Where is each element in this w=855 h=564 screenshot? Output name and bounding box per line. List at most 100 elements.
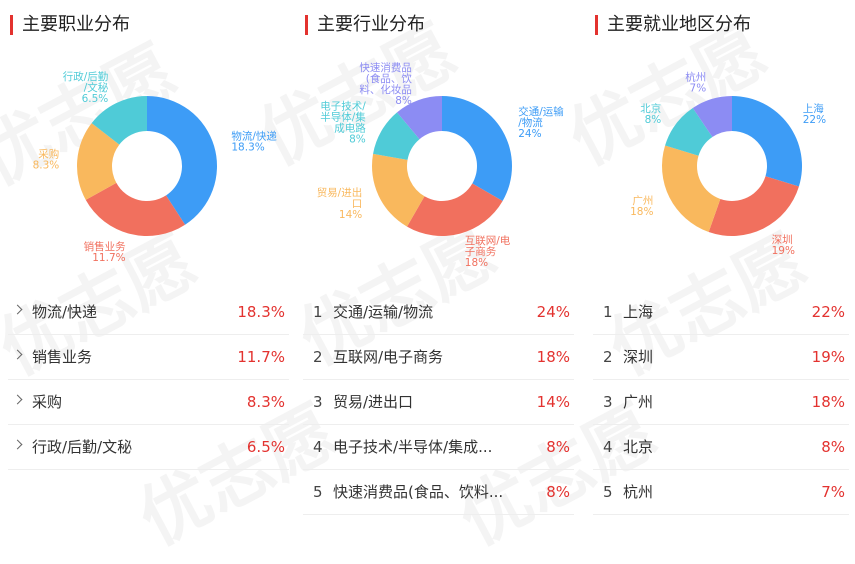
list-item: 2 深圳 19% (593, 335, 849, 380)
item-percent: 6.5% (246, 438, 285, 456)
donut-slice[interactable] (407, 183, 503, 237)
list-item: 4 北京 8% (593, 425, 849, 470)
item-index: 4 (313, 438, 323, 456)
chevron-right-icon (12, 304, 23, 315)
item-index: 4 (603, 438, 613, 456)
job-distribution-panel: 主要职业分布 物流/快递 18.3% 销售业务 11.7% 采购 8.3% 行政/后勤/文秘… (0, 0, 295, 515)
donut-slice[interactable] (77, 123, 120, 200)
item-name: 深圳 (623, 348, 654, 366)
donut-slice-label: 电子技术/半导体/集成电路 8% (320, 100, 366, 146)
donut-slice[interactable] (692, 96, 732, 138)
item-index: 1 (603, 303, 613, 321)
list-item: 5 快速消费品(食品、饮料... 8% (303, 470, 574, 515)
item-percent: 18.3% (237, 303, 285, 321)
item-name: 采购 (32, 393, 63, 411)
industry-donut-chart: 交通/运输/物流 24% 互联网/电子商务 18% 贸易/进出口 14% 电子技术/半导体/… (295, 45, 580, 275)
list-item: 5 杭州 7% (593, 470, 849, 515)
item-name: 广州 (623, 393, 654, 411)
item-index: 2 (313, 348, 323, 366)
item-percent: 11.7% (237, 348, 285, 366)
item-percent: 8% (546, 438, 570, 456)
donut-slice-label: 深圳 19% (772, 234, 795, 257)
item-percent: 22% (811, 303, 845, 321)
item-index: 3 (603, 393, 613, 411)
donut-slice-label: 北京 8% (640, 102, 661, 126)
industry-distribution-panel: 主要行业分布 交通/运输/物流 24% 互联网/电子商务 18% 贸易/进出口 14% 电子… (295, 0, 580, 515)
item-name: 快速消费品(食品、饮料... (333, 483, 504, 501)
item-name: 互联网/电子商务 (333, 348, 444, 366)
item-percent: 14% (536, 393, 570, 411)
title-accent-bar (595, 15, 598, 35)
donut-slice[interactable] (372, 153, 425, 227)
list-item[interactable]: 销售业务 11.7% (8, 335, 289, 380)
item-percent: 8% (546, 483, 570, 501)
item-name: 贸易/进出口 (333, 393, 414, 411)
item-name: 上海 (623, 303, 654, 321)
item-index: 5 (313, 483, 323, 501)
list-item: 3 广州 18% (593, 380, 849, 425)
item-index: 3 (313, 393, 323, 411)
donut-slice[interactable] (442, 96, 512, 201)
donut-slice-label: 贸易/进出口 14% (317, 186, 363, 221)
chevron-right-icon (12, 394, 23, 405)
donut-slice-label: 互联网/电子商务 18% (465, 234, 511, 269)
panel-title: 主要就业地区分布 (595, 14, 751, 36)
donut-slice[interactable] (708, 176, 799, 236)
panel-title-text: 主要行业分布 (317, 14, 425, 35)
donut-slice[interactable] (147, 96, 217, 225)
item-percent: 18% (536, 348, 570, 366)
item-name: 北京 (623, 438, 654, 456)
list-item: 3 贸易/进出口 14% (303, 380, 574, 425)
item-name: 交通/运输/物流 (333, 303, 434, 321)
chevron-right-icon (12, 349, 23, 360)
job-list: 物流/快递 18.3% 销售业务 11.7% 采购 8.3% 行政/后勤/文秘 … (8, 290, 289, 470)
item-name: 物流/快递 (32, 303, 98, 321)
list-item[interactable]: 物流/快递 18.3% (8, 290, 289, 335)
donut-slice-label: 上海 22% (803, 102, 826, 126)
item-index: 5 (603, 483, 613, 501)
region-distribution-panel: 主要就业地区分布 上海 22% 深圳 19% 广州 18% 北京 8% 杭州 7% 1 上海 22… (585, 0, 855, 515)
item-percent: 7% (821, 483, 845, 501)
item-percent: 19% (811, 348, 845, 366)
item-percent: 8.3% (246, 393, 285, 411)
item-percent: 24% (536, 303, 570, 321)
item-index: 2 (603, 348, 613, 366)
donut-slice-label: 采购 8.3% (33, 148, 60, 172)
donut-slice-label: 广州 18% (630, 195, 653, 218)
donut-slice[interactable] (373, 112, 420, 160)
title-accent-bar (305, 15, 308, 35)
industry-list: 1 交通/运输/物流 24% 2 互联网/电子商务 18% 3 贸易/进出口 1… (303, 290, 574, 515)
list-item: 2 互联网/电子商务 18% (303, 335, 574, 380)
job-donut-svg: 物流/快递 18.3% 销售业务 11.7% 采购 8.3% 行政/后勤/文秘 6.5% (33, 70, 278, 264)
donut-slice[interactable] (732, 96, 802, 187)
list-item: 1 交通/运输/物流 24% (303, 290, 574, 335)
donut-slice-label: 杭州 7% (685, 70, 706, 94)
donut-slice-label: 物流/快递 18.3% (231, 130, 277, 154)
region-list: 1 上海 22% 2 深圳 19% 3 广州 18% 4 北京 8% 5 杭州 … (593, 290, 849, 515)
list-item[interactable]: 行政/后勤/文秘 6.5% (8, 425, 289, 470)
item-name: 电子技术/半导体/集成... (333, 438, 493, 456)
panel-title-text: 主要职业分布 (22, 14, 130, 35)
region-donut-svg: 上海 22% 深圳 19% 广州 18% 北京 8% 杭州 7% (630, 70, 826, 257)
item-percent: 18% (811, 393, 845, 411)
donut-slice-label: 行政/后勤/文秘 6.5% (63, 70, 109, 105)
item-index: 1 (313, 303, 323, 321)
item-name: 行政/后勤/文秘 (32, 438, 133, 456)
item-percent: 8% (821, 438, 845, 456)
donut-slice-label: 销售业务 11.7% (84, 240, 126, 264)
donut-slice[interactable] (662, 145, 721, 233)
panel-title: 主要职业分布 (10, 14, 130, 36)
item-name: 杭州 (623, 483, 654, 501)
donut-slice[interactable] (665, 108, 713, 156)
donut-slice[interactable] (397, 96, 442, 140)
list-item: 1 上海 22% (593, 290, 849, 335)
industry-donut-svg: 交通/运输/物流 24% 互联网/电子商务 18% 贸易/进出口 14% 电子技术/半导体/… (317, 61, 565, 269)
panel-title-text: 主要就业地区分布 (607, 14, 751, 35)
donut-slice[interactable] (85, 182, 186, 236)
donut-slice[interactable] (91, 96, 147, 145)
list-item[interactable]: 采购 8.3% (8, 380, 289, 425)
chevron-right-icon (12, 439, 23, 450)
job-donut-chart: 物流/快递 18.3% 销售业务 11.7% 采购 8.3% 行政/后勤/文秘 6.5% (0, 45, 295, 275)
region-donut-chart: 上海 22% 深圳 19% 广州 18% 北京 8% 杭州 7% (585, 45, 855, 275)
item-name: 销售业务 (32, 348, 93, 366)
